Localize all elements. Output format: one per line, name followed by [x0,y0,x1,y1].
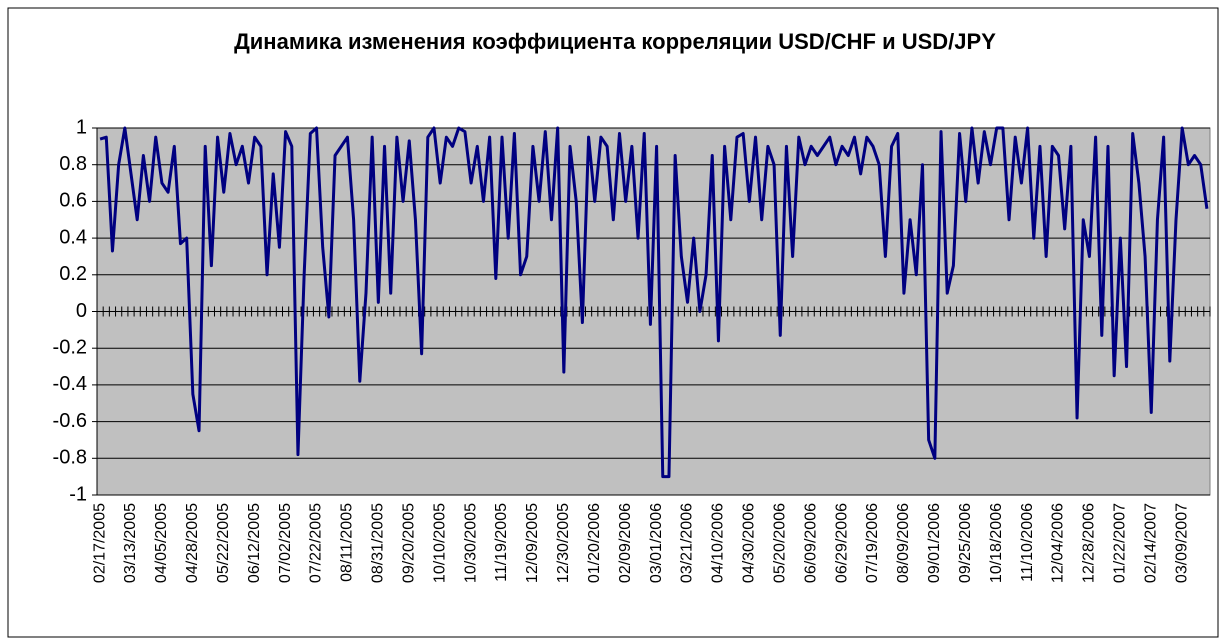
x-tick-label: 09/25/2006 [957,503,974,583]
x-tick-label: 12/04/2006 [1050,503,1067,583]
y-tick-label: 0.4 [59,226,87,248]
y-tick-label: 0.6 [59,190,87,212]
x-tick-label: 02/14/2007 [1142,503,1159,583]
x-tick-label: 12/30/2005 [555,503,572,583]
x-tick-label: 11/10/2006 [1019,503,1036,582]
x-tick-label: 12/28/2006 [1081,503,1098,583]
x-tick-label: 04/10/2006 [710,503,727,583]
y-tick-label: -0.4 [53,373,87,395]
x-tick-label: 05/20/2006 [771,503,788,583]
x-tick-label: 03/01/2006 [648,503,665,583]
y-tick-label: -0.6 [53,410,87,432]
chart-title: Динамика изменения коэффициента корреляц… [234,29,996,54]
x-tick-label: 05/22/2005 [215,503,232,583]
x-tick-label: 10/10/2005 [431,503,448,583]
x-tick-label: 03/13/2005 [122,503,139,583]
x-tick-label: 06/12/2005 [246,503,263,583]
x-tick-label: 06/29/2006 [833,503,850,583]
x-tick-label: 07/22/2005 [308,503,325,583]
x-tick-label: 04/30/2006 [741,503,758,583]
x-tick-label: 09/20/2005 [400,503,417,583]
x-tick-label: 04/05/2005 [153,503,170,583]
x-tick-label: 08/31/2005 [370,503,387,583]
x-tick-label: 03/09/2007 [1173,503,1190,583]
y-tick-label: 0.8 [59,153,87,175]
y-tick-label: 1 [76,116,87,138]
y-tick-label: -1 [69,483,87,505]
x-tick-label: 10/18/2006 [988,503,1005,583]
x-tick-label: 08/09/2006 [895,503,912,583]
x-tick-label: 11/19/2005 [493,503,510,582]
x-tick-label: 03/21/2006 [679,503,696,583]
x-tick-label: 04/28/2005 [184,503,201,583]
x-tick-label: 08/11/2005 [339,503,356,582]
x-tick-label: 09/01/2006 [926,503,943,583]
y-tick-label: 0.2 [59,263,87,285]
y-tick-label: -0.8 [53,447,87,469]
x-tick-label: 07/02/2005 [277,503,294,583]
x-tick-label: 12/09/2005 [524,503,541,583]
x-tick-label: 02/17/2005 [91,503,108,583]
x-tick-label: 01/22/2007 [1112,503,1129,583]
x-tick-label: 02/09/2006 [617,503,634,583]
x-tick-label: 07/19/2006 [864,503,881,583]
y-tick-label: 0 [76,300,87,322]
y-tick-label: -0.2 [53,336,87,358]
x-tick-label: 10/30/2005 [462,503,479,583]
data-line [99,126,1209,479]
x-tick-label: 06/09/2006 [802,503,819,583]
x-tick-label: 01/20/2006 [586,503,603,583]
